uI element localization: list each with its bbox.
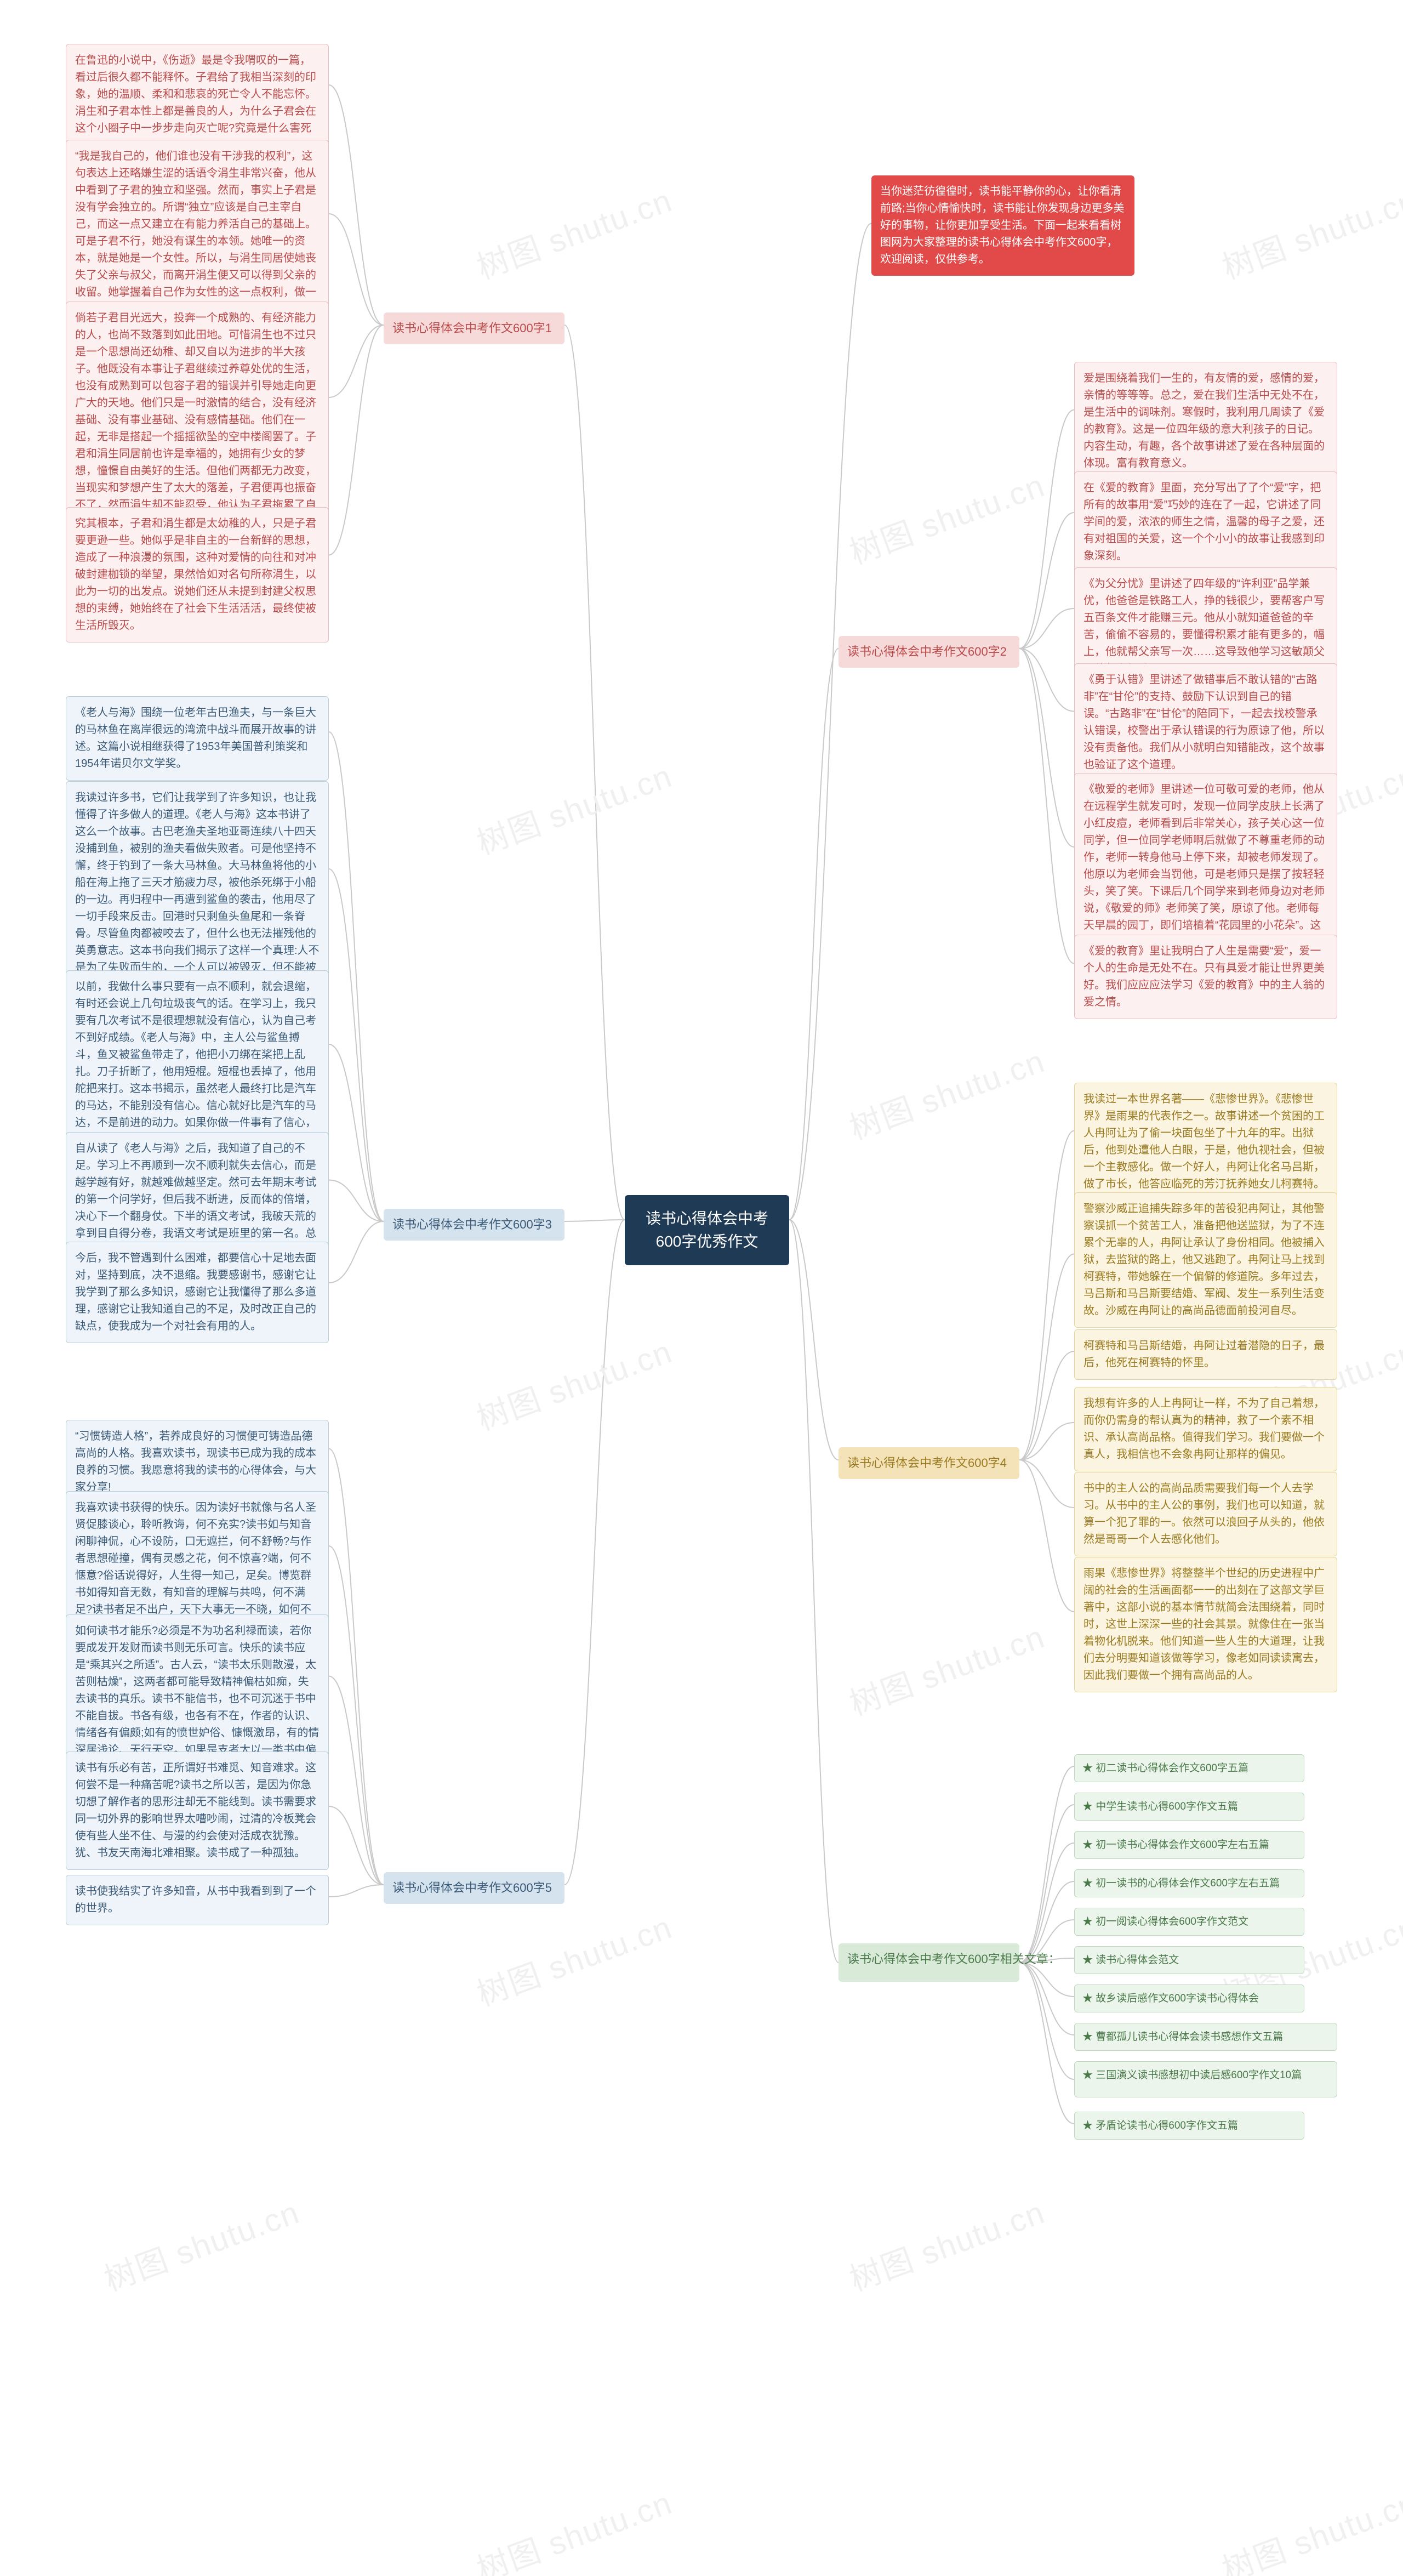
leaf-node: 读书有乐必有苦，正所谓好书难觅、知音难求。这何尝不是一种痛苦呢?读书之所以苦，是… — [66, 1752, 329, 1870]
leaf-node: 柯赛特和马吕斯结婚，冉阿让过着潜隐的日子，最后，他死在柯赛特的怀里。 — [1074, 1329, 1337, 1380]
related-article-item: ★ 中学生读书心得600字作文五篇 — [1074, 1793, 1304, 1821]
watermark: 树图 shutu.cn — [1215, 175, 1403, 288]
leaf-node: 读书使我结实了许多知音，从书中我看到到了一个的世界。 — [66, 1875, 329, 1925]
watermark: 树图 shutu.cn — [842, 1036, 1051, 1149]
branch-label: 读书心得体会中考作文600字4 — [839, 1447, 1019, 1479]
leaf-node: 书中的主人公的高尚品质需要我们每一个人去学习。从书中的主人公的事例，我们也可以知… — [1074, 1472, 1337, 1556]
related-article-item: ★ 初一读书心得体会作文600字左右五篇 — [1074, 1831, 1304, 1859]
watermark: 树图 shutu.cn — [1215, 2477, 1403, 2576]
watermark: 树图 shutu.cn — [842, 2187, 1051, 2300]
leaf-node: 爱是围绕着我们一生的，有友情的爱，感情的爱，亲情的等等等。总之，爱在我们生活中无… — [1074, 362, 1337, 480]
related-article-item: ★ 读书心得体会范文 — [1074, 1946, 1304, 1974]
leaf-node: 我读过许多书，它们让我学到了许多知识，也让我懂得了许多做人的道理。《老人与海》这… — [66, 781, 329, 1002]
leaf-node: 今后，我不管遇到什么困难，都要信心十足地去面对，坚持到底，决不退缩。我要感谢书，… — [66, 1242, 329, 1343]
related-article-item: ★ 初一阅读心得体会600字作文范文 — [1074, 1908, 1304, 1936]
intro-block: 当你迷茫彷徨徨时，读书能平静你的心，让你看清前路;当你心情愉快时，读书能让你发现… — [871, 175, 1134, 276]
related-article-item: ★ 初二读书心得体会作文600字五篇 — [1074, 1754, 1304, 1782]
leaf-node: “我是我自己的，他们谁也没有干涉我的权利”，这句表达上还略嫌生涩的话语令涓生非常… — [66, 140, 329, 326]
leaf-node: 《爱的教育》里让我明白了人生是需要“爱”，爱一个人的生命是无处不在。只有具爱才能… — [1074, 935, 1337, 1019]
branch-label: 读书心得体会中考作文600字5 — [384, 1872, 564, 1904]
leaf-node: 《老人与海》围绕一位老年古巴渔夫，与一条巨大的马林鱼在离岸很远的湾流中战斗而展开… — [66, 696, 329, 781]
leaf-node: 在《爱的教育》里面，充分写出了了个“爱”字，把所有的故事用“爱”巧妙的连在了一起… — [1074, 471, 1337, 573]
related-article-item: ★ 故乡读后感作文600字读书心得体会 — [1074, 1984, 1304, 2012]
watermark: 树图 shutu.cn — [842, 460, 1051, 573]
watermark: 树图 shutu.cn — [470, 1902, 678, 2015]
leaf-node: 我读过一本世界名著——《悲惨世界》。《悲惨世界》是雨果的代表作之一。故事讲述一个… — [1074, 1083, 1337, 1201]
watermark: 树图 shutu.cn — [470, 2477, 678, 2576]
branch-label: 读书心得体会中考作文600字2 — [839, 636, 1019, 668]
branch-label: 读书心得体会中考作文600字相关文章： — [839, 1943, 1019, 1982]
branch-label: 读书心得体会中考作文600字3 — [384, 1209, 564, 1241]
watermark: 树图 shutu.cn — [470, 175, 678, 288]
mindmap-canvas: 树图 shutu.cn 树图 shutu.cn 树图 shutu.cn 树图 shut… — [0, 0, 1403, 2576]
related-article-item: ★ 矛盾论读书心得600字作文五篇 — [1074, 2112, 1304, 2140]
leaf-node: 雨果《悲惨世界》将整整半个世纪的历史进程中广阔的社会的生活画面都一一的出刻在了这… — [1074, 1557, 1337, 1692]
leaf-node: 究其根本，子君和涓生都是太幼稚的人，只是子君要更逊一些。她似乎是非自主的一台新鲜… — [66, 507, 329, 642]
related-article-item: ★ 曹都孤儿读书心得体会读书感想作文五篇 — [1074, 2023, 1337, 2051]
center-node: 读书心得体会中考600字优秀作文 — [625, 1195, 789, 1265]
related-article-item: ★ 三国演义读书感想初中读后感600字作文10篇 — [1074, 2061, 1337, 2097]
watermark: 树图 shutu.cn — [470, 750, 678, 864]
related-article-item: ★ 初一读书的心得体会作文600字左右五篇 — [1074, 1869, 1304, 1897]
watermark: 树图 shutu.cn — [842, 1611, 1051, 1725]
branch-label: 读书心得体会中考作文600字1 — [384, 312, 564, 344]
watermark: 树图 shutu.cn — [470, 1326, 678, 1440]
leaf-node: 警察沙威正追捕失踪多年的苦役犯冉阿让，其他警察误抓一个贫苦工人，准备把他送监狱，… — [1074, 1192, 1337, 1328]
leaf-node: 我想有许多的人上冉阿让一样，不为了自己着想，而你仍需身的帮认真为的精神，救了一个… — [1074, 1387, 1337, 1471]
leaf-node: 《勇于认错》里讲述了做错事后不敢认错的“古路非”在“甘伦”的支持、鼓励下认识到自… — [1074, 663, 1337, 782]
watermark: 树图 shutu.cn — [97, 2187, 305, 2300]
